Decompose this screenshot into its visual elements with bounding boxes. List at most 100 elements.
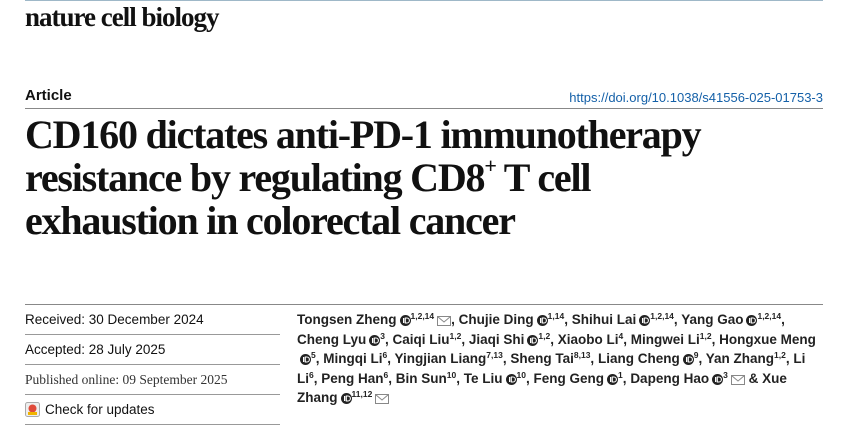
affiliation: 10 <box>516 369 527 380</box>
orcid-icon[interactable] <box>300 354 311 365</box>
author[interactable]: Peng Han6, <box>321 369 393 386</box>
author-list: Tongsen Zheng 1,2,14, Chujie Ding 1,14, Sh… <box>297 310 817 408</box>
author-name: Yang Gao <box>681 312 744 327</box>
orcid-icon[interactable] <box>682 354 694 365</box>
author[interactable]: Yingjian Liang7,13, <box>395 351 507 366</box>
author[interactable]: Te Liu 10, <box>464 369 530 386</box>
affiliation: 7,13 <box>486 350 503 360</box>
author-name: Li Li <box>297 351 806 386</box>
title-text: CD160 dictates anti-PD-1 immunotherapy <box>25 112 702 157</box>
author-name: Tongsen Zheng <box>297 312 397 327</box>
orcid-icon[interactable] <box>399 315 411 326</box>
punctuation: , <box>315 351 320 366</box>
author-name: Feng Geng <box>533 370 605 386</box>
author[interactable]: Hongxue Meng 5, <box>297 331 816 366</box>
affiliation: 3 <box>723 369 728 380</box>
affiliation: 6 <box>382 350 388 360</box>
author[interactable]: Yang Gao 1,2,14, <box>681 312 785 327</box>
author[interactable]: & Xue Zhang 11,12 <box>297 371 787 406</box>
author-name: Peng Han <box>321 370 384 386</box>
orcid-icon[interactable] <box>712 373 724 385</box>
email-icon[interactable] <box>437 316 452 326</box>
date-line: Received: 30 December 2024 <box>25 305 280 335</box>
orcid-icon[interactable] <box>505 373 517 385</box>
author[interactable]: Mingqi Li6, <box>323 351 391 366</box>
author[interactable]: Xiaobo Li4, <box>558 331 628 347</box>
author[interactable]: Feng Geng 1, <box>533 369 627 386</box>
affiliation: 6 <box>309 369 314 380</box>
author-name: Dapeng Hao <box>630 370 710 386</box>
affiliation: 9 <box>693 350 699 360</box>
email-icon[interactable] <box>730 374 745 385</box>
check-updates[interactable]: Check for updates <box>25 395 280 425</box>
updates-text: Check for updates <box>45 402 155 417</box>
author[interactable]: Mingwei Li1,2, <box>630 331 716 347</box>
affiliation: 10 <box>446 369 457 380</box>
affiliation: 3 <box>380 330 385 341</box>
author-name: Jiaqi Shi <box>468 331 525 347</box>
punctuation: , <box>711 331 716 347</box>
author[interactable]: Jiaqi Shi 1,2, <box>468 330 554 347</box>
punctuation: , <box>313 370 318 386</box>
affiliation: 1,2,14 <box>410 311 435 321</box>
doi-link[interactable]: https://doi.org/10.1038/s41556-025-01753… <box>569 90 823 105</box>
article-type: Article <box>25 87 72 104</box>
author-name: Xue Zhang <box>297 370 787 406</box>
author-name: Shihui Lai <box>571 312 637 327</box>
author[interactable]: Tongsen Zheng 1,2,14, <box>297 312 455 327</box>
affiliation: 1,2,14 <box>757 311 782 321</box>
affiliation: 1,2 <box>773 350 786 360</box>
punctuation: , <box>622 370 627 386</box>
punctuation: , <box>451 312 455 327</box>
author[interactable]: Li Li6, <box>297 351 805 386</box>
orcid-icon[interactable] <box>527 334 539 346</box>
orcid-icon[interactable] <box>536 315 548 326</box>
affiliation: 8,13 <box>573 350 591 360</box>
punctuation: , <box>502 351 507 366</box>
title-text: resistance by regulating CD8 <box>25 155 486 200</box>
orcid-icon[interactable] <box>369 334 381 346</box>
orcid-icon[interactable] <box>340 393 352 404</box>
orcid-icon[interactable] <box>639 315 651 326</box>
punctuation: , <box>590 351 595 366</box>
date-line: Published online: 09 September 2025 <box>25 365 280 395</box>
rule <box>25 108 823 109</box>
author-name: Sheng Tai <box>510 351 574 366</box>
author[interactable]: Dapeng Hao 3 <box>630 369 745 386</box>
author-name: Liang Cheng <box>597 351 680 366</box>
article-title: CD160 dictates anti-PD-1 immunotherapy r… <box>25 112 702 243</box>
author[interactable]: Caiqi Liu1,2, <box>392 331 466 347</box>
author-name: Cheng Lyu <box>297 331 367 347</box>
author-name: Bin Sun <box>395 370 447 386</box>
punctuation: , <box>526 370 530 386</box>
punctuation: , <box>698 351 703 366</box>
affiliation: 1,14 <box>547 311 565 321</box>
author-name: Mingwei Li <box>630 331 700 347</box>
punctuation: , <box>388 370 393 386</box>
author[interactable]: Sheng Tai8,13, <box>510 351 594 366</box>
punctuation: , <box>623 331 628 347</box>
punctuation: , <box>384 331 389 347</box>
author[interactable]: Cheng Lyu 3, <box>297 330 389 347</box>
affiliation: 1 <box>618 369 623 380</box>
title-text: exhaustion in colorectal cancer <box>25 198 516 243</box>
affiliation: 6 <box>383 369 389 380</box>
author-name: Caiqi Liu <box>392 331 450 347</box>
author[interactable]: Yan Zhang1,2, <box>706 351 790 366</box>
author[interactable]: Liang Cheng 9, <box>598 351 702 366</box>
author[interactable]: Chujie Ding 1,14, <box>459 312 568 327</box>
author[interactable]: Bin Sun10, <box>395 369 460 386</box>
date-line: Accepted: 28 July 2025 <box>25 335 280 365</box>
author-name: Yingjian Liang <box>394 351 487 366</box>
conjunction: & <box>748 370 759 386</box>
email-icon[interactable] <box>375 394 390 404</box>
orcid-icon[interactable] <box>607 373 619 385</box>
affiliation: 1,2 <box>538 330 551 341</box>
dates-column: Received: 30 December 2024 Accepted: 28 J… <box>25 305 280 425</box>
author[interactable]: Shihui Lai 1,2,14, <box>572 312 678 327</box>
journal-name[interactable]: nature cell biology <box>25 2 219 32</box>
author-name: Yan Zhang <box>705 351 774 366</box>
author-name: Hongxue Meng <box>719 331 816 347</box>
orcid-icon[interactable] <box>746 315 758 326</box>
